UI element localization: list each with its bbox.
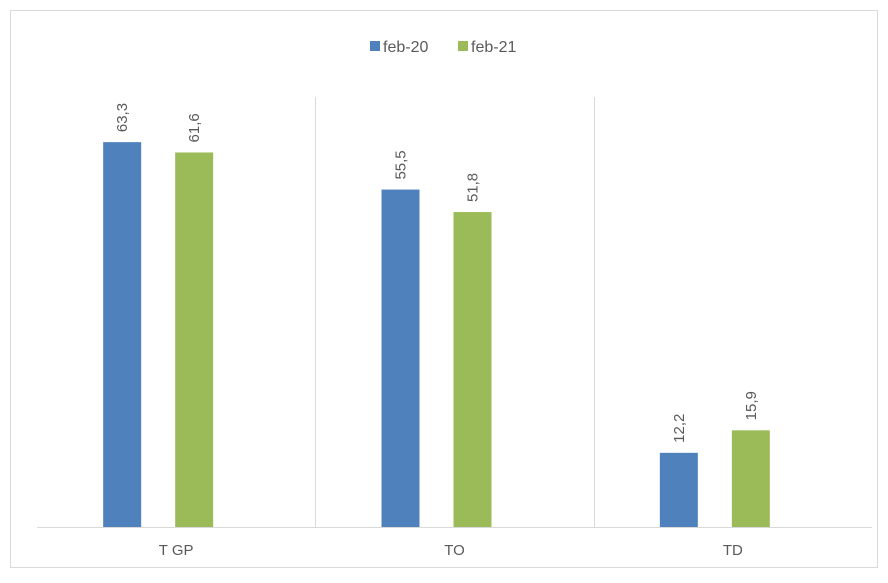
legend-label: feb-21 <box>471 39 516 56</box>
x-tick-label: TO <box>444 542 465 559</box>
data-label: 12,2 <box>671 414 688 443</box>
bars <box>103 142 770 528</box>
bar-feb-21-t-gp <box>175 152 214 528</box>
bar-feb-20-to <box>381 189 420 527</box>
category-separators <box>315 97 595 528</box>
bar-feb-20-t-gp <box>103 142 142 528</box>
x-tick-label: TD <box>723 542 743 559</box>
data-label: 51,8 <box>465 173 482 202</box>
legend-swatch <box>370 41 380 51</box>
legend-label: feb-20 <box>383 39 428 56</box>
data-label: 63,3 <box>114 103 131 132</box>
data-label: 61,6 <box>186 113 203 142</box>
x-tick-label: T GP <box>159 542 194 559</box>
bar-feb-21-to <box>453 212 492 527</box>
data-label: 15,9 <box>743 391 760 420</box>
legend-swatch <box>458 41 468 51</box>
legend: feb-20 feb-21 <box>370 39 516 56</box>
x-axis-tick-labels: T GP TO TD <box>159 542 743 559</box>
bar-feb-20-td <box>659 452 698 527</box>
data-labels: 63,3 61,6 55,5 51,8 12,2 15,9 <box>114 103 760 443</box>
data-label: 55,5 <box>393 150 410 179</box>
bar-feb-21-td <box>731 430 770 527</box>
